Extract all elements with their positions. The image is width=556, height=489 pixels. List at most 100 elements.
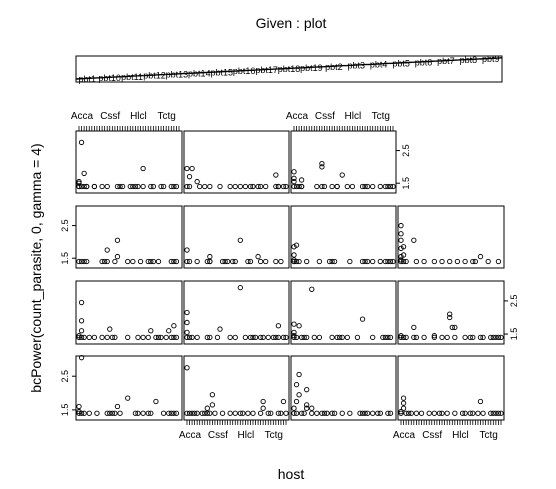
data-point bbox=[127, 183, 133, 190]
data-point bbox=[207, 258, 213, 265]
data-point bbox=[309, 405, 315, 411]
data-point bbox=[212, 410, 218, 416]
data-point bbox=[275, 410, 282, 416]
data-point bbox=[291, 405, 297, 411]
data-point bbox=[240, 410, 246, 416]
data-point bbox=[273, 183, 279, 190]
data-point bbox=[94, 410, 100, 416]
data-point bbox=[403, 334, 409, 341]
data-point bbox=[359, 258, 366, 265]
given-interval bbox=[389, 61, 413, 65]
data-point bbox=[194, 258, 200, 265]
data-point bbox=[114, 183, 121, 190]
data-point bbox=[364, 258, 371, 265]
data-point bbox=[301, 410, 307, 416]
data-point bbox=[403, 258, 409, 265]
data-point bbox=[311, 334, 317, 341]
data-point bbox=[431, 333, 437, 339]
data-point bbox=[495, 410, 502, 416]
data-point bbox=[426, 410, 432, 416]
given-interval bbox=[412, 60, 435, 64]
data-point bbox=[209, 392, 216, 398]
data-point bbox=[298, 177, 305, 183]
data-point bbox=[204, 405, 210, 411]
data-point bbox=[184, 309, 190, 316]
panel-frame bbox=[75, 130, 183, 194]
data-point bbox=[293, 381, 300, 388]
data-point bbox=[76, 403, 82, 410]
data-point bbox=[439, 258, 445, 265]
data-point bbox=[319, 160, 325, 167]
given-interval bbox=[188, 71, 211, 75]
data-point bbox=[493, 410, 499, 416]
data-point bbox=[84, 183, 90, 190]
x-tick-label: Hlcl bbox=[345, 111, 362, 122]
data-point bbox=[232, 258, 238, 265]
data-point bbox=[214, 334, 221, 341]
data-point bbox=[119, 183, 126, 190]
data-point bbox=[114, 403, 121, 410]
data-point bbox=[140, 165, 146, 172]
data-point bbox=[490, 410, 496, 416]
data-point bbox=[475, 410, 481, 416]
data-point bbox=[148, 258, 154, 265]
panel-frame bbox=[183, 355, 290, 421]
data-point bbox=[449, 324, 455, 331]
given-interval bbox=[255, 68, 278, 71]
given-level-label: pbt19 bbox=[300, 63, 323, 73]
data-point bbox=[398, 237, 404, 243]
data-point bbox=[91, 183, 98, 190]
data-point bbox=[304, 258, 310, 265]
data-point bbox=[309, 410, 315, 416]
data-point bbox=[296, 371, 302, 378]
data-point bbox=[242, 183, 249, 190]
data-point bbox=[171, 410, 177, 416]
given-level-label: pbt4 bbox=[370, 60, 388, 70]
data-point bbox=[222, 258, 228, 265]
data-point bbox=[385, 258, 391, 265]
data-point bbox=[339, 334, 345, 341]
data-point bbox=[104, 183, 110, 190]
data-point bbox=[400, 405, 407, 411]
data-point bbox=[78, 410, 85, 416]
data-point bbox=[411, 324, 417, 331]
data-point bbox=[293, 183, 300, 190]
y-tick-label: 1.5 bbox=[509, 328, 519, 341]
data-point bbox=[411, 237, 417, 243]
data-point bbox=[413, 258, 420, 265]
data-point bbox=[81, 334, 87, 341]
data-point bbox=[385, 334, 391, 341]
data-point bbox=[390, 258, 396, 265]
given-level-label: pbt3 bbox=[347, 61, 365, 71]
data-point bbox=[232, 334, 238, 341]
data-point bbox=[280, 398, 287, 405]
data-point bbox=[158, 183, 164, 190]
data-point bbox=[431, 334, 437, 341]
given-panel: pbt1 pbt10 pbt11 pbt12 pbt13 pbt14 pbt15 pbt16 p… bbox=[75, 54, 503, 84]
data-point bbox=[454, 258, 461, 265]
data-point bbox=[247, 183, 254, 190]
data-point bbox=[488, 410, 494, 416]
data-point bbox=[132, 410, 139, 416]
panel bbox=[75, 205, 183, 269]
data-point bbox=[109, 410, 115, 416]
data-point bbox=[349, 183, 356, 190]
given-level-label: pbt8 bbox=[460, 55, 478, 65]
data-point bbox=[76, 183, 82, 190]
data-point bbox=[398, 408, 404, 415]
panel-frame bbox=[183, 205, 290, 269]
data-point bbox=[78, 334, 85, 341]
data-point bbox=[135, 334, 141, 341]
given-level-label: pbt11 bbox=[121, 72, 143, 82]
y-tick-label: 1.5 bbox=[401, 177, 411, 190]
data-point bbox=[204, 410, 210, 416]
x-tick-label: Cssf bbox=[315, 111, 335, 122]
data-point bbox=[447, 314, 453, 321]
given-level-label: pbt5 bbox=[392, 58, 410, 68]
data-point bbox=[219, 258, 226, 265]
given-interval bbox=[75, 77, 99, 80]
data-point bbox=[413, 334, 420, 341]
panel-frame bbox=[290, 355, 397, 421]
data-point bbox=[400, 395, 407, 401]
data-point bbox=[321, 410, 328, 416]
